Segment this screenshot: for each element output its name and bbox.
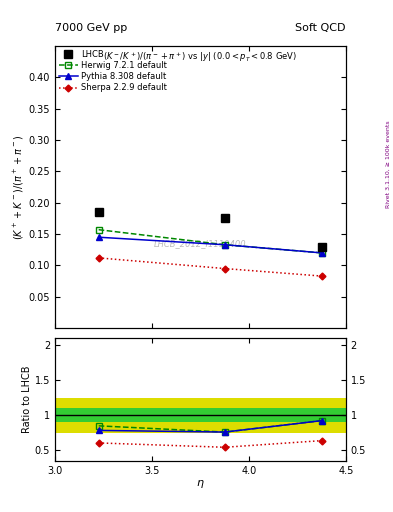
- Herwig 7.2.1 default: [319, 250, 324, 256]
- LHCB: [222, 216, 227, 222]
- Text: 7000 GeV pp: 7000 GeV pp: [55, 23, 127, 33]
- Pythia 8.308 default: [222, 242, 227, 248]
- Line: Herwig 7.2.1 default: Herwig 7.2.1 default: [95, 227, 325, 256]
- Line: Sherpa 2.2.9 default: Sherpa 2.2.9 default: [96, 255, 324, 279]
- LHCB: [96, 209, 101, 215]
- Bar: [55, 408, 346, 422]
- Sherpa 2.2.9 default: [222, 266, 227, 272]
- LHCB: [319, 244, 324, 250]
- Herwig 7.2.1 default: [222, 242, 227, 248]
- Text: Soft QCD: Soft QCD: [296, 23, 346, 33]
- Text: Rivet 3.1.10, ≥ 100k events: Rivet 3.1.10, ≥ 100k events: [386, 120, 391, 208]
- Y-axis label: $(K^+ + K^-)/(\pi^+ + \pi^-)$: $(K^+ + K^-)/(\pi^+ + \pi^-)$: [12, 135, 26, 240]
- Sherpa 2.2.9 default: [96, 255, 101, 261]
- Bar: [55, 398, 346, 433]
- X-axis label: $\eta$: $\eta$: [196, 478, 205, 490]
- Line: LHCB: LHCB: [95, 208, 325, 250]
- Text: $(K^-/K^+)/(\pi^-+\pi^+)$ vs $|y|$ $(0.0 < p_T < 0.8\ \mathrm{GeV})$: $(K^-/K^+)/(\pi^-+\pi^+)$ vs $|y|$ $(0.0…: [103, 50, 298, 64]
- Line: Pythia 8.308 default: Pythia 8.308 default: [95, 234, 325, 256]
- Herwig 7.2.1 default: [96, 227, 101, 233]
- Pythia 8.308 default: [96, 234, 101, 240]
- Y-axis label: Ratio to LHCB: Ratio to LHCB: [22, 366, 32, 433]
- Pythia 8.308 default: [319, 250, 324, 256]
- Text: LHCB_2012_I1119400: LHCB_2012_I1119400: [154, 239, 247, 248]
- Legend: LHCB, Herwig 7.2.1 default, Pythia 8.308 default, Sherpa 2.2.9 default: LHCB, Herwig 7.2.1 default, Pythia 8.308…: [57, 49, 168, 94]
- Sherpa 2.2.9 default: [319, 273, 324, 279]
